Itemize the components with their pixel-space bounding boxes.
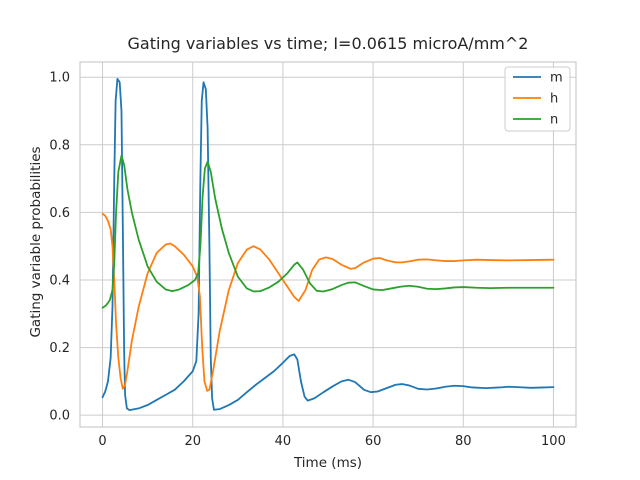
- y-tick-label: 0.2: [49, 341, 70, 356]
- chart-title: Gating variables vs time; I=0.0615 micro…: [128, 34, 529, 53]
- series-line-m: [101, 78, 555, 411]
- x-tick-label: 20: [184, 434, 201, 449]
- legend: mhn: [504, 66, 571, 132]
- legend-box: [504, 66, 571, 132]
- x-tick-label: 40: [275, 434, 292, 449]
- tick-labels: 0 20 40 60 80 100 0.0 0.2 0.4 0.6 0.8 1.0: [49, 71, 566, 449]
- legend-label-m: m: [550, 71, 563, 86]
- y-axis-label: Gating variable probabilities: [28, 146, 44, 337]
- x-tick-label: 80: [455, 434, 472, 449]
- y-tick-label: 1.0: [49, 71, 70, 86]
- grid: [80, 62, 576, 427]
- x-axis-label: Time (ms): [293, 455, 362, 471]
- series-lines: [101, 78, 555, 411]
- x-tick-label: 60: [365, 434, 382, 449]
- y-tick-label: 0.6: [49, 206, 70, 221]
- y-tick-label: 0.8: [49, 138, 70, 153]
- legend-label-h: h: [550, 92, 558, 107]
- x-tick-label: 100: [541, 434, 566, 449]
- y-tick-label: 0.4: [49, 273, 70, 288]
- legend-label-n: n: [550, 113, 558, 128]
- y-tick-label: 0.0: [49, 409, 70, 424]
- series-line-n: [101, 154, 555, 309]
- x-tick-label: 0: [98, 434, 106, 449]
- series-line-h: [101, 212, 555, 392]
- plot-frame: [79, 61, 577, 428]
